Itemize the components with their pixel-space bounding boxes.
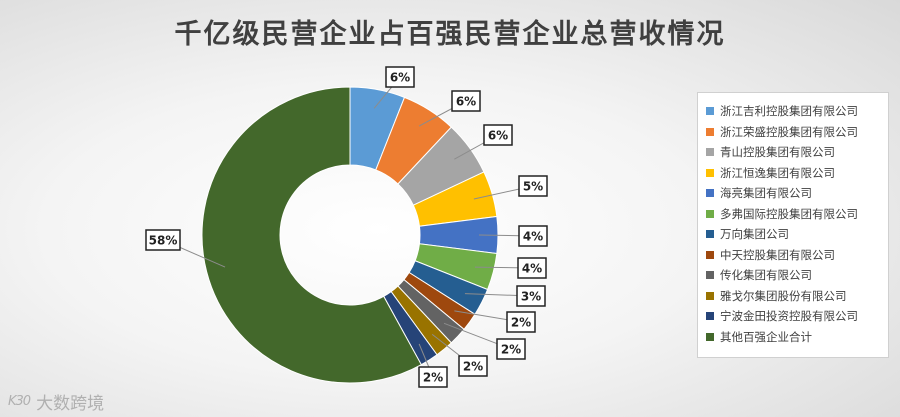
legend-item: 万向集团公司: [706, 224, 888, 245]
data-label-box-8: [506, 311, 536, 333]
legend-swatch: [706, 127, 714, 136]
chart-title: 千亿级民营企业占百强民营企业总营收情况: [174, 19, 726, 50]
legend-label: 浙江吉利控股集团有限公司: [720, 104, 858, 119]
data-label-10: 2%: [463, 360, 483, 374]
legend-swatch: [706, 332, 714, 341]
data-label-box-4: [518, 175, 548, 197]
legend-label: 浙江荣盛控股集团有限公司: [720, 124, 858, 139]
legend-item: 浙江吉利控股集团有限公司: [706, 101, 888, 122]
data-label-6: 4%: [522, 262, 542, 276]
data-label-box-12: [145, 229, 181, 251]
legend-item: 中天控股集团有限公司: [706, 245, 888, 266]
legend-item: 其他百强企业合计: [706, 327, 888, 348]
legend-item: 青山控股集团有限公司: [706, 142, 888, 163]
legend-swatch: [706, 312, 714, 321]
legend-item: 传化集团有限公司: [706, 265, 888, 286]
data-label-box-6: [517, 257, 547, 279]
legend-item: 海亮集团有限公司: [706, 183, 888, 204]
data-label-8: 2%: [511, 316, 531, 330]
data-label-2: 6%: [456, 95, 476, 109]
legend-label: 青山控股集团有限公司: [720, 145, 835, 160]
legend-item: 多弗国际控股集团有限公司: [706, 204, 888, 225]
legend-item: 浙江荣盛控股集团有限公司: [706, 122, 888, 143]
data-label-9: 2%: [501, 343, 521, 357]
watermark-logo: K30: [8, 394, 31, 409]
data-label-box-11: [418, 366, 448, 388]
data-label-5: 4%: [523, 230, 543, 244]
legend-label: 海亮集团有限公司: [720, 186, 812, 201]
chart-legend: 浙江吉利控股集团有限公司 浙江荣盛控股集团有限公司 青山控股集团有限公司 浙江恒逸集团…: [697, 92, 889, 358]
slice-12: [201, 86, 422, 384]
data-label-12: 58%: [149, 234, 178, 248]
data-label-box-10: [458, 355, 488, 377]
legend-swatch: [706, 250, 714, 259]
legend-swatch: [706, 189, 714, 198]
legend-swatch: [706, 168, 714, 177]
legend-label: 雅戈尔集团股份有限公司: [720, 288, 847, 303]
data-label-box-2: [451, 90, 481, 112]
legend-label: 万向集团公司: [720, 227, 789, 242]
legend-swatch: [706, 107, 714, 116]
data-label-11: 2%: [423, 371, 443, 385]
data-label-1: 6%: [390, 71, 410, 85]
legend-swatch: [706, 230, 714, 239]
data-label-7: 3%: [521, 290, 541, 304]
legend-swatch: [706, 291, 714, 300]
data-label-box-1: [385, 66, 415, 88]
watermark-text: 大数跨境: [36, 394, 105, 414]
legend-swatch: [706, 209, 714, 218]
legend-label: 传化集团有限公司: [720, 268, 812, 283]
legend-item: 宁波金田投资控股有限公司: [706, 306, 888, 327]
legend-label: 多弗国际控股集团有限公司: [720, 206, 858, 221]
legend-swatch: [706, 271, 714, 280]
data-label-box-7: [516, 285, 546, 307]
data-label-box-5: [518, 225, 548, 247]
data-label-4: 5%: [523, 180, 543, 194]
legend-label: 宁波金田投资控股有限公司: [720, 309, 858, 324]
watermark: K30 大数跨境: [8, 389, 104, 414]
legend-swatch: [706, 148, 714, 157]
legend-item: 雅戈尔集团股份有限公司: [706, 286, 888, 307]
data-label-box-3: [483, 124, 513, 146]
legend-label: 其他百强企业合计: [720, 329, 812, 344]
legend-item: 浙江恒逸集团有限公司: [706, 163, 888, 184]
data-label-3: 6%: [488, 129, 508, 143]
data-label-box-9: [496, 338, 526, 360]
legend-label: 中天控股集团有限公司: [720, 247, 835, 262]
legend-label: 浙江恒逸集团有限公司: [720, 165, 835, 180]
